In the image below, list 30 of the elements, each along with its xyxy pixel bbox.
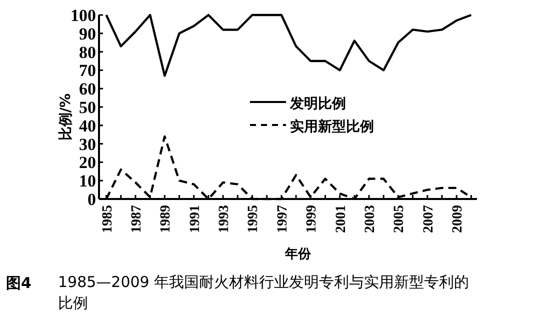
y-tick-label: 40 bbox=[79, 116, 96, 136]
x-tick-label: 2003 bbox=[363, 205, 378, 233]
text: 1985—2009 年我国耐火材料行业发明专利与实用新型专利的比例 bbox=[58, 272, 470, 314]
x-tick-label: 1989 bbox=[158, 205, 174, 233]
x-tick-label: 1997 bbox=[275, 205, 290, 233]
x-tick-label: 1995 bbox=[246, 205, 262, 233]
x-tick-label: 2001 bbox=[334, 205, 349, 233]
y-tick-label: 50 bbox=[79, 98, 96, 117]
y-axis-title: 比例/% bbox=[58, 93, 74, 141]
x-tick-label: 2009 bbox=[450, 205, 466, 233]
y-tick-label: 80 bbox=[79, 42, 96, 62]
y-tick-label: 100 bbox=[70, 6, 96, 25]
caption: 图4 bbox=[6, 274, 32, 292]
legend-label: 实用新型比例 bbox=[290, 118, 374, 135]
x-tick-label: 1985 bbox=[100, 205, 116, 233]
y-tick-label: 20 bbox=[79, 153, 96, 172]
x-tick-label: 2007 bbox=[421, 205, 436, 233]
y-tick-label: 0 bbox=[88, 190, 96, 209]
x-tick-label: 1987 bbox=[129, 205, 144, 233]
y-tick-label: 70 bbox=[79, 61, 96, 80]
y-tick-label: 30 bbox=[79, 134, 96, 154]
x-tick-label: 1991 bbox=[188, 205, 203, 233]
x-tick-label: 1993 bbox=[217, 205, 232, 233]
y-tick-label: 90 bbox=[79, 24, 96, 44]
y-tick-label: 10 bbox=[79, 172, 96, 191]
x-tick-label: 1999 bbox=[304, 205, 320, 233]
y-tick-label: 60 bbox=[79, 80, 96, 99]
x-tick-label: 2005 bbox=[392, 205, 408, 233]
legend-label: 发明比例 bbox=[289, 96, 346, 112]
x-axis-title: 年份 bbox=[284, 247, 312, 262]
